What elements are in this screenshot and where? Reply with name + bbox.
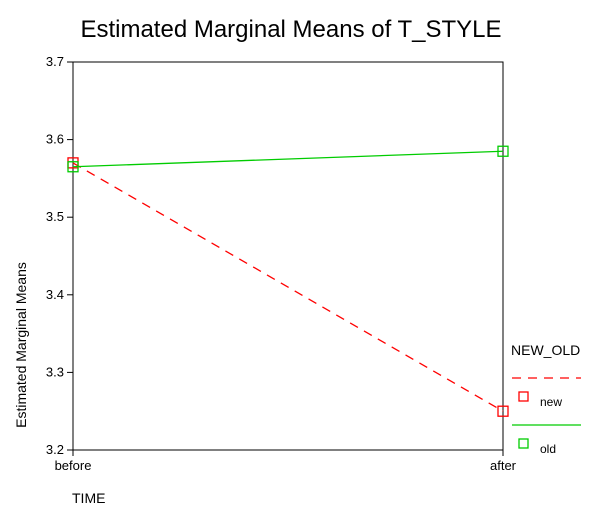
x-axis: before after (55, 450, 517, 473)
series-layer (67, 145, 509, 417)
legend: new old (512, 377, 581, 456)
legend-marker-new (518, 391, 529, 402)
y-axis-label: Estimated Marginal Means (13, 262, 29, 428)
y-tick-label: 3.6 (46, 132, 64, 147)
data-point-old (497, 145, 509, 157)
legend-marker-old (518, 438, 529, 449)
x-tick-label: after (490, 458, 517, 473)
x-tick-label: before (55, 458, 92, 473)
y-tick-label: 3.7 (46, 54, 64, 69)
y-tick-label: 3.5 (46, 209, 64, 224)
data-point-old (67, 161, 79, 173)
y-tick-label: 3.4 (46, 287, 64, 302)
x-axis-label: TIME (72, 490, 105, 506)
y-tick-label: 3.2 (46, 442, 64, 457)
chart-title: Estimated Marginal Means of T_STYLE (80, 16, 501, 43)
plot-area-frame (72, 61, 504, 451)
data-point-new (497, 405, 509, 417)
y-tick-label: 3.3 (46, 364, 64, 379)
series-line-old (72, 150, 504, 168)
legend-label-new: new (540, 395, 562, 409)
legend-label-old: old (540, 442, 556, 456)
y-axis: 3.2 3.3 3.4 3.5 3.6 3.7 (46, 54, 73, 457)
legend-title: NEW_OLD (511, 342, 580, 358)
series-line-new (72, 162, 504, 412)
